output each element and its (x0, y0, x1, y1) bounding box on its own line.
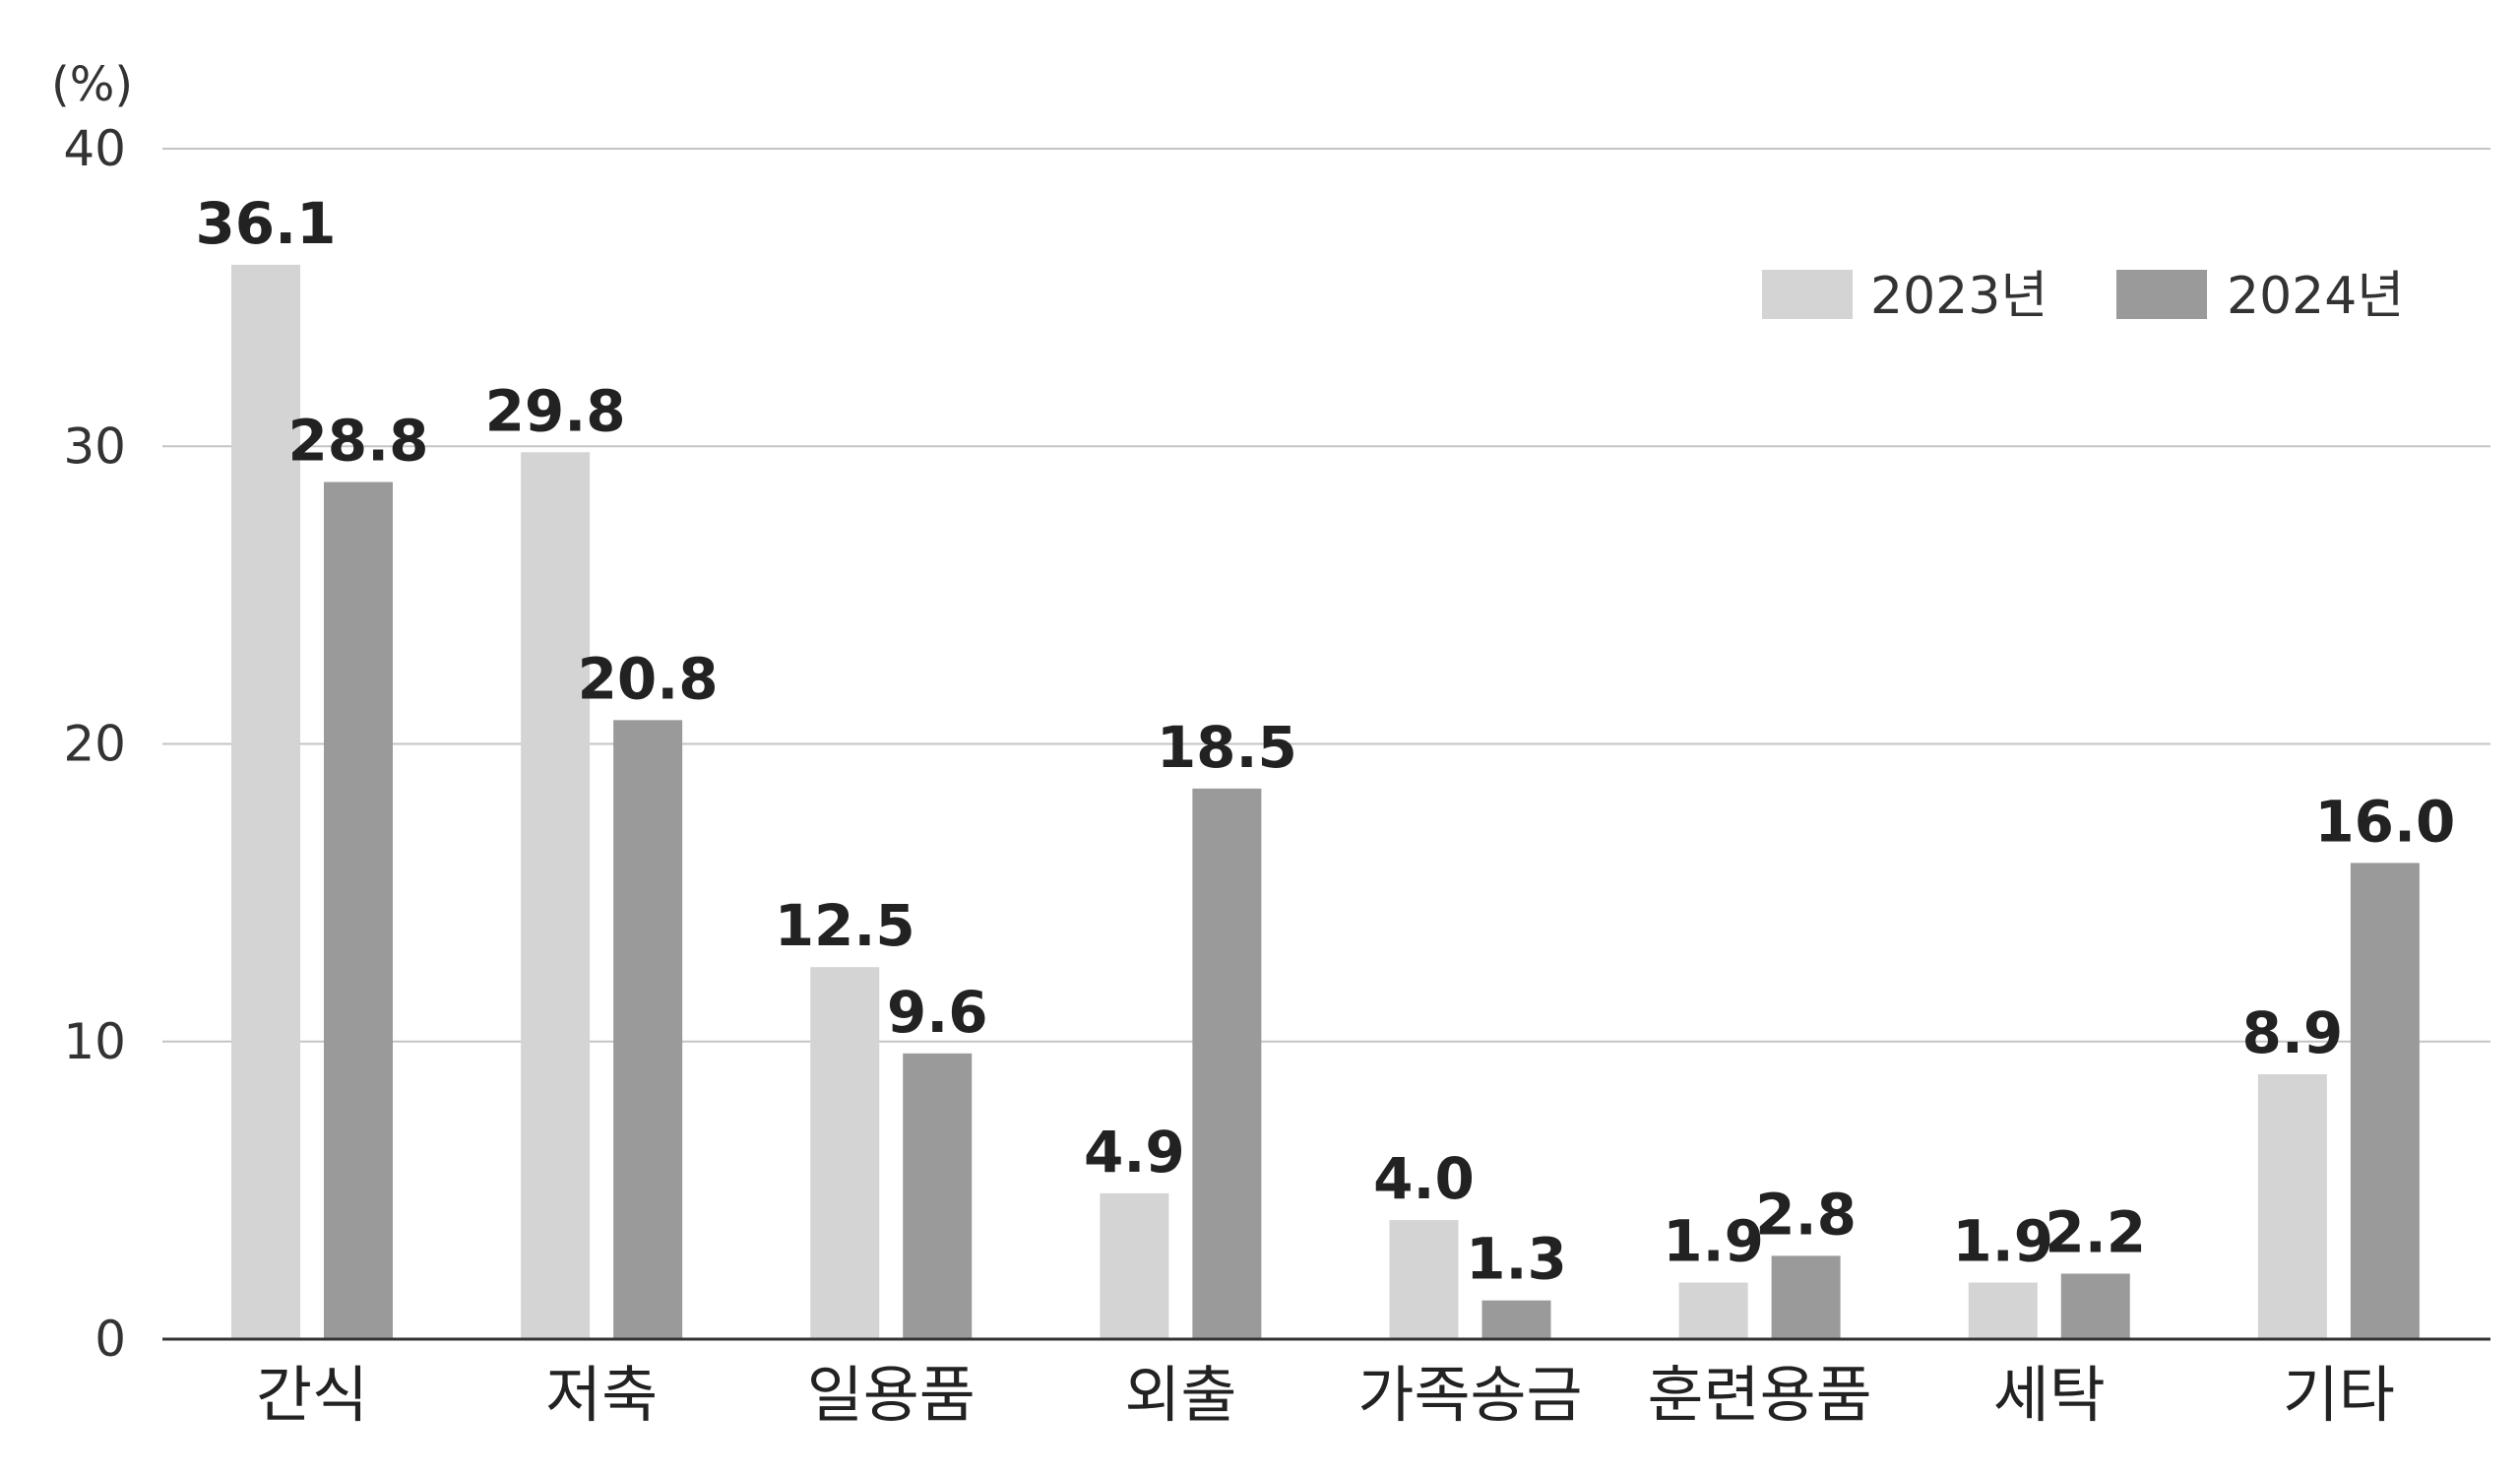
bar-2024-6 (2060, 1273, 2130, 1339)
bars (231, 264, 2420, 1340)
bar-2024-0 (324, 481, 393, 1339)
x-category-label: 외출 (1124, 1359, 1236, 1431)
x-category-label: 간식 (256, 1359, 368, 1431)
data-label: 2.2 (2045, 1199, 2146, 1266)
data-label: 36.1 (195, 190, 336, 257)
data-label: 28.8 (287, 408, 428, 475)
y-axis-unit-label: (%) (51, 57, 133, 112)
x-category-label: 세탁 (1993, 1359, 2106, 1431)
data-label: 16.0 (2314, 788, 2455, 855)
bar-2023-0 (231, 264, 300, 1340)
x-category-label: 훈련용품 (1648, 1359, 1872, 1431)
x-category-label: 저축 (545, 1359, 658, 1431)
y-tick-label: 20 (63, 716, 126, 773)
legend-swatch-1 (2116, 270, 2207, 319)
data-label: 1.9 (1952, 1208, 2053, 1275)
y-tick-label: 40 (63, 120, 126, 177)
bar-2024-3 (1192, 788, 1262, 1339)
data-label: 1.3 (1466, 1226, 1567, 1293)
y-tick-label: 30 (63, 417, 126, 475)
bar-2023-6 (1968, 1282, 2038, 1339)
legend-label-0: 2023년 (1870, 267, 2048, 326)
bar-2023-2 (810, 967, 880, 1339)
legend: 2023년 2024년 (1762, 267, 2404, 326)
x-category-label: 일용품 (807, 1359, 976, 1431)
data-label: 8.9 (2242, 999, 2344, 1066)
bar-2024-2 (903, 1053, 973, 1339)
x-category-label: 가족송금 (1357, 1359, 1582, 1431)
data-label: 29.8 (485, 377, 626, 444)
data-label: 2.8 (1755, 1181, 1857, 1248)
bar-2023-5 (1678, 1282, 1748, 1339)
bar-2023-4 (1389, 1220, 1459, 1339)
data-label: 4.0 (1373, 1145, 1475, 1212)
bar-2023-7 (2257, 1073, 2327, 1339)
data-label: 18.5 (1157, 714, 1297, 781)
y-tick-label: 0 (94, 1311, 126, 1368)
y-tick-label: 10 (63, 1013, 126, 1070)
bar-2023-3 (1100, 1192, 1169, 1339)
data-label: 20.8 (578, 645, 719, 712)
data-label: 4.9 (1084, 1119, 1185, 1186)
axes: 0 10 20 30 40 (%) 간식 저축 일용품 외출 가족송금 훈련용품 세탁 기타 (51, 57, 2490, 1431)
data-label: 9.6 (887, 979, 988, 1046)
bar-2024-1 (613, 720, 683, 1339)
bar-2024-5 (1771, 1255, 1841, 1339)
data-label: 1.9 (1663, 1208, 1764, 1275)
bar-2024-4 (1481, 1300, 1551, 1339)
data-labels: 36.128.8 29.820.812.59.64.918.54.01.3 1.92… (195, 190, 2455, 1293)
data-label: 12.5 (775, 892, 915, 959)
bar-2024-7 (2350, 863, 2420, 1339)
bar-2023-1 (521, 452, 591, 1339)
x-category-label: 기타 (2283, 1359, 2395, 1431)
legend-label-1: 2024년 (2227, 267, 2404, 326)
legend-swatch-0 (1762, 270, 1853, 319)
